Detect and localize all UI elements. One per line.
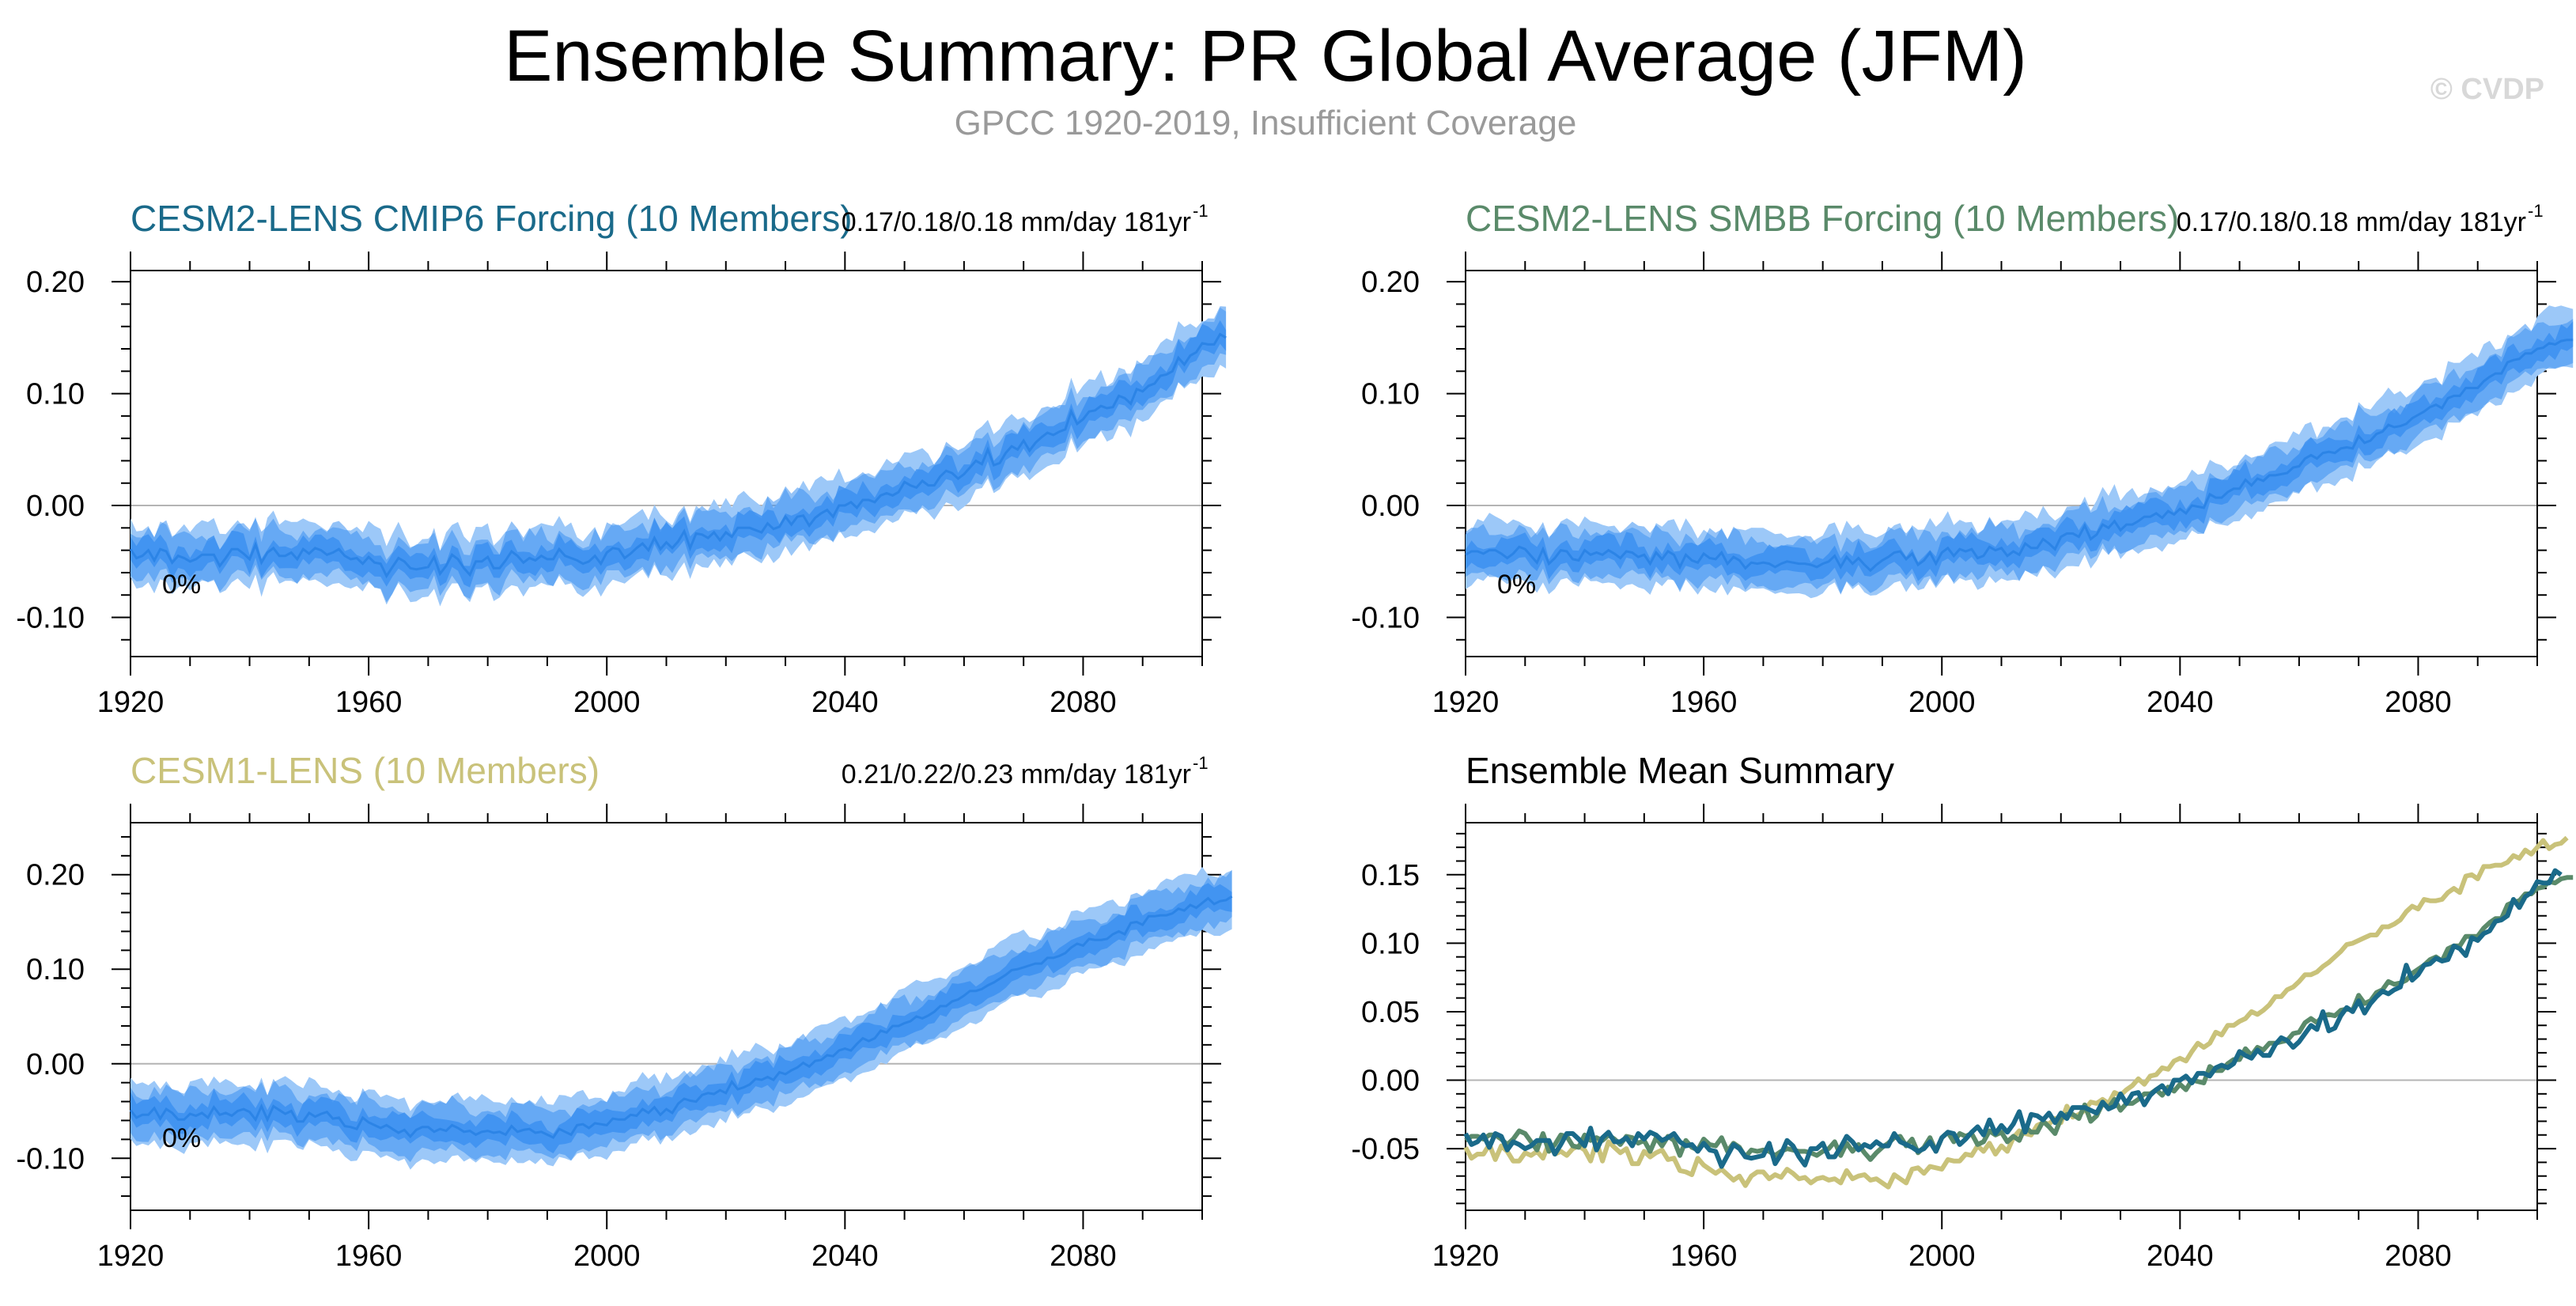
inner-spread-band [1466, 321, 2574, 581]
panel-1-title: CESM2-LENS CMIP6 Forcing (10 Members) [131, 198, 853, 239]
y-tick-label: 0.05 [1361, 996, 1420, 1029]
y-tick-label: 0.00 [1361, 1065, 1420, 1098]
panel-2-axes: 1920 1960 2000 2040 2080 0.20 0.10 0.00 -0.10 [1351, 252, 2556, 719]
watermark: © CVDP [2430, 73, 2544, 106]
x-tick-label: 1960 [1670, 686, 1738, 719]
x-tick-label: 2040 [2147, 1240, 2214, 1273]
y-tick-label: 0.00 [26, 1048, 85, 1081]
y-tick-label: -0.10 [16, 1142, 85, 1175]
plot-frame [130, 822, 1203, 1211]
ensemble-mean-line [129, 332, 1227, 579]
x-tick-label: 2000 [573, 1240, 641, 1273]
x-tick-label: 2000 [1908, 686, 1976, 719]
plot-frame [1465, 270, 2538, 657]
y-tick-label: 0.10 [1361, 927, 1420, 960]
y-tick-label: 0.20 [26, 859, 85, 892]
x-tick-label: 1920 [97, 686, 165, 719]
panel-4-series [1463, 835, 2574, 1190]
y-tick-label: 0.10 [26, 953, 85, 986]
panel-1-series [129, 306, 1227, 607]
y-tick-label: 0.00 [1361, 490, 1420, 523]
x-tick-label: 2000 [1908, 1240, 1976, 1273]
y-tick-label: -0.10 [1351, 601, 1420, 634]
summary-line [1464, 875, 2574, 1162]
page-subtitle: GPCC 1920-2019, Insufficient Coverage [954, 104, 1577, 142]
x-tick-label: 2080 [1050, 1240, 1117, 1273]
y-tick-label: 0.10 [26, 378, 85, 411]
x-tick-label: 1960 [1670, 1240, 1738, 1273]
panel-2-title: CESM2-LENS SMBB Forcing (10 Members) [1466, 198, 2179, 239]
inner-spread-band [131, 320, 1227, 588]
panel-3-title: CESM1-LENS (10 Members) [131, 750, 600, 791]
y-tick-label: 0.15 [1361, 859, 1420, 892]
x-tick-label: 2000 [573, 686, 641, 719]
x-tick-label: 2040 [811, 1240, 879, 1273]
x-tick-label: 1920 [97, 1240, 165, 1273]
panel-2-series [1465, 305, 2574, 599]
summary-line [1463, 835, 2569, 1190]
x-tick-label: 2080 [2385, 686, 2452, 719]
x-tick-label: 2080 [1050, 686, 1117, 719]
ensemble-mean-line [129, 895, 1233, 1139]
y-tick-label: 0.20 [1361, 266, 1420, 299]
y-tick-label: 0.20 [26, 266, 85, 299]
panel-4-axes: 1920 1960 2000 2040 2080 0.15 0.10 0.05 0.00 -0.0… [1351, 804, 2556, 1273]
y-tick-label: -0.10 [16, 601, 85, 634]
x-tick-label: 1960 [335, 1240, 403, 1273]
panel-3-series [129, 866, 1233, 1170]
panel-3-axes: 1920 1960 2000 2040 2080 0.20 0.10 0.00 -0.10 [16, 804, 1221, 1273]
trend-exponent: -1 [1193, 201, 1209, 221]
percent-label: 0% [162, 570, 201, 600]
panel-4-title: Ensemble Mean Summary [1466, 750, 1894, 791]
panel-1-trend-label: 0.17/0.18/0.18 mm/day 181yr [842, 207, 1191, 237]
x-tick-label: 2040 [2147, 686, 2214, 719]
x-tick-label: 2080 [2385, 1240, 2452, 1273]
ensemble-mean-line [1465, 339, 2574, 573]
inner-spread-band [131, 883, 1232, 1153]
trend-exponent: -1 [1193, 753, 1209, 773]
y-tick-label: -0.05 [1351, 1133, 1420, 1166]
x-tick-label: 2040 [811, 686, 879, 719]
y-tick-label: 0.00 [26, 490, 85, 523]
panel-3-trend-label: 0.21/0.22/0.23 mm/day 181yr [842, 759, 1191, 789]
percent-label: 0% [1497, 570, 1536, 600]
panel-1-axes: 1920 1960 2000 2040 2080 0.20 0.10 0.00 -0.10 [16, 252, 1221, 719]
trend-exponent: -1 [2528, 201, 2544, 221]
percent-label: 0% [162, 1123, 201, 1153]
page-title: Ensemble Summary: PR Global Average (JFM… [504, 16, 2027, 97]
y-tick-label: 0.10 [1361, 378, 1420, 411]
panel-2-trend-label: 0.17/0.18/0.18 mm/day 181yr [2177, 207, 2526, 237]
x-tick-label: 1920 [1432, 1240, 1500, 1273]
summary-line [1463, 868, 2563, 1169]
x-tick-label: 1920 [1432, 686, 1500, 719]
x-tick-label: 1960 [335, 686, 403, 719]
